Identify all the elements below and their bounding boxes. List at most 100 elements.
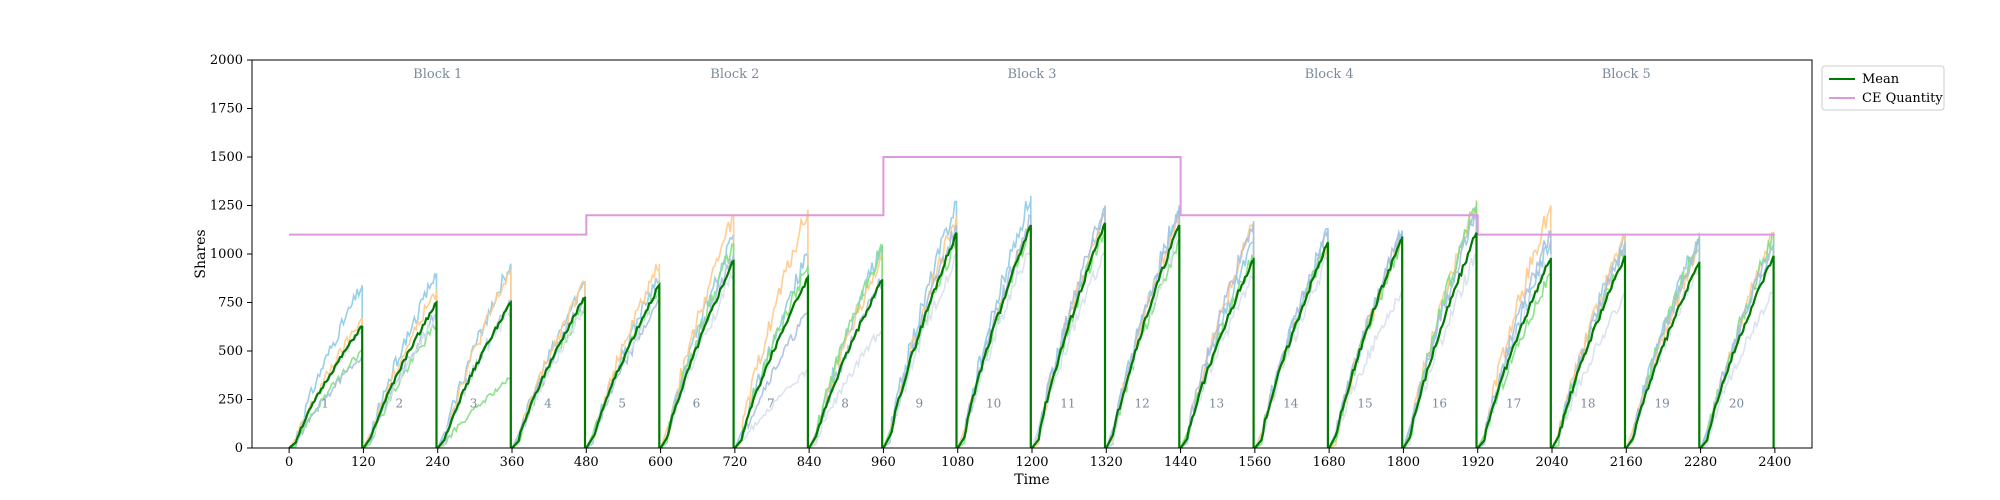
participant-line [734,369,809,449]
mean-round-line [1551,255,1627,449]
x-tick-label: 840 [797,455,822,470]
mean-round-line [585,282,661,449]
x-tick-label: 1080 [941,455,974,470]
mean-round-line [734,274,809,449]
block-label: Block 1 [413,67,462,82]
mean-round-line [1402,232,1478,449]
x-tick-label: 1440 [1164,455,1197,470]
participant-line [734,311,809,449]
participant-line [1328,288,1403,449]
x-tick-label: 1200 [1015,455,1048,470]
participant-line [436,263,512,449]
round-label: 13 [1209,396,1224,410]
participant-line [437,377,512,449]
round-label: 6 [693,396,701,410]
participant-line [882,215,958,449]
block-label: Block 4 [1305,67,1354,82]
participant-line [585,263,661,449]
y-tick-label: 250 [218,393,243,408]
mean-round-line [1179,257,1255,449]
round-label: 12 [1135,396,1150,410]
x-tick-label: 1680 [1313,455,1346,470]
ce-quantity-path [289,156,1775,236]
x-tick-label: 2400 [1758,455,1791,470]
round-label: 1 [321,396,329,410]
mean-round-line [362,300,438,449]
round-label: 10 [986,396,1001,410]
x-tick-label: 0 [285,455,293,470]
x-tick-label: 1320 [1090,455,1123,470]
mean-round-line [436,300,512,449]
mean-round-line [511,296,587,449]
round-label: 16 [1432,396,1447,410]
x-axis: 0 120 240 360 480 600 720 840 960 1080 1200 1320 144… [285,448,1791,470]
participant-line [1180,221,1255,449]
x-tick-label: 2160 [1610,455,1643,470]
ce-quantity-line [289,156,1775,236]
x-tick-label: 240 [425,455,450,470]
x-tick-label: 720 [722,455,747,470]
round-label: 8 [841,396,849,410]
participant-line [1179,273,1255,449]
participant-line [1476,205,1552,449]
x-tick-label: 600 [648,455,673,470]
round-label: 2 [396,396,404,410]
mean-round-line [1031,222,1107,449]
y-axis-title: Shares [193,229,209,278]
x-tick-label: 120 [351,455,376,470]
legend-label-ce-quantity: CE Quantity [1862,91,1943,106]
x-tick-label: 2280 [1684,455,1717,470]
y-tick-label: 1250 [210,199,243,214]
x-tick-label: 960 [871,455,896,470]
participant-line [362,288,438,449]
round-label: 4 [544,396,552,410]
participant-line [1477,230,1552,449]
mean-round-line [1254,241,1329,449]
participant-line [734,265,809,449]
plot-frame [251,59,1813,449]
mean-round-line [808,279,884,449]
x-tick-label: 480 [574,455,599,470]
participant-line [288,350,363,449]
mean-round-line [1328,236,1404,449]
participant-line [956,244,1032,449]
round-label: 14 [1283,396,1299,410]
participant-line [288,354,363,449]
participant-line [882,200,958,449]
x-tick-label: 2040 [1535,455,1568,470]
participant-line [511,281,586,449]
y-tick-label: 500 [218,344,243,359]
participant-line [734,209,809,449]
round-label: 7 [767,396,775,410]
block-label: Block 2 [710,67,759,82]
mean-round-line [1105,224,1181,449]
y-tick-label: 750 [218,296,243,311]
participant-line [1551,290,1626,449]
participant-line [1625,263,1701,449]
participant-line [288,285,363,449]
y-axis: 0 250 500 750 1000 1250 1500 1750 2000 [210,53,252,456]
participant-line [362,273,438,449]
round-label: 9 [916,396,924,410]
x-axis-title: Time [1014,472,1049,488]
round-label: 3 [470,396,478,410]
participant-line [957,226,1032,449]
legend-label-mean: Mean [1862,72,1900,87]
round-label: 11 [1060,396,1075,410]
mean-round-line [659,259,735,449]
x-tick-label: 1560 [1238,455,1271,470]
participant-line [1031,205,1106,449]
mean-round-line [1476,257,1552,449]
block-labels: Block 1 Block 2 Block 3 Block 4 Block 5 [413,67,1651,82]
legend: Mean CE Quantity [1821,65,1945,111]
participant-line [808,327,883,449]
y-tick-label: 1500 [210,150,243,165]
round-labels: 1 2 3 4 5 6 7 8 9 10 11 12 13 14 15 16 17 18 19 20 [321,396,1744,410]
y-tick-label: 1750 [210,102,243,117]
x-tick-label: 1800 [1387,455,1420,470]
participant-line [1700,288,1775,449]
round-label: 19 [1655,396,1670,410]
block-label: Block 5 [1602,67,1651,82]
round-label: 17 [1506,396,1521,410]
